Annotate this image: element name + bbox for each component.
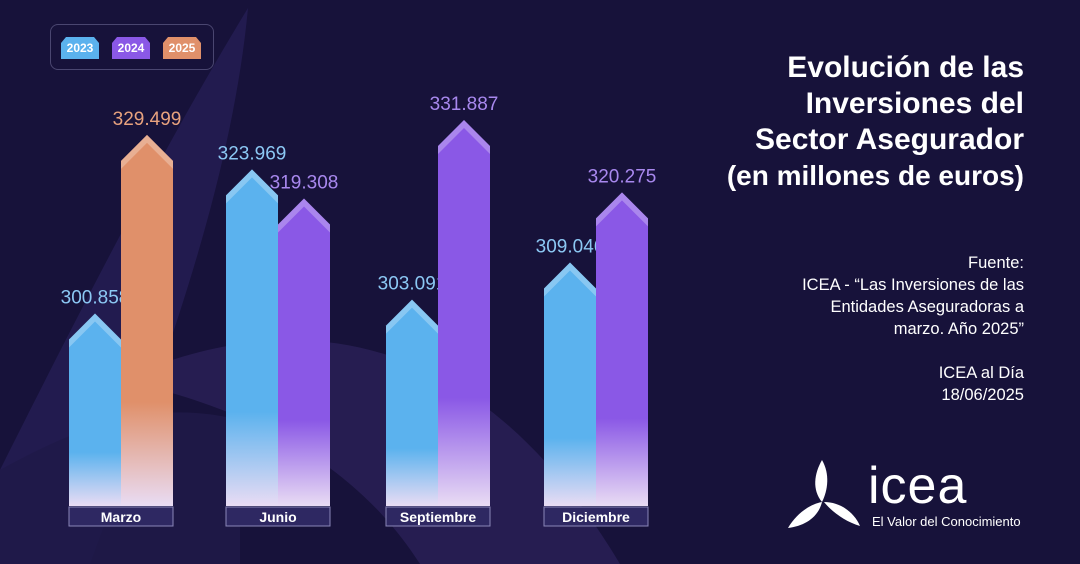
category-tab-diciembre <box>543 506 649 527</box>
legend-item-2025: 2025 <box>163 37 201 59</box>
legend-label-2025: 2025 <box>168 41 196 55</box>
chart-legend: 2023 2024 2025 <box>50 24 214 70</box>
category-label-diciembre: Diciembre <box>562 509 630 525</box>
value-label-septiembre-2024: 331.887 <box>430 94 499 115</box>
title-line-1: Evolución de las <box>787 51 1024 84</box>
bar-marzo-2025 <box>121 134 173 506</box>
source-label: Fuente: <box>968 254 1024 272</box>
source-line-1: ICEA - “Las Inversiones de las <box>802 276 1024 294</box>
category-label-junio: Junio <box>259 509 296 525</box>
icea-logo-tagline: El Valor del Conocimiento <box>872 514 1021 529</box>
icea-logo-icon <box>788 460 860 528</box>
value-label-diciembre-2023: 309.046 <box>536 236 605 257</box>
category-tab-marzo <box>68 506 174 527</box>
category-tab-septiembre <box>385 506 491 527</box>
source-publication: ICEA al Día <box>938 364 1024 382</box>
bar-junio-2023 <box>226 169 278 507</box>
legend-label-2023: 2023 <box>66 41 94 55</box>
bar-cap-junio-2023 <box>226 169 278 204</box>
legend-item-2024: 2024 <box>112 37 150 59</box>
source-note: Fuente: ICEA - “Las Inversiones de las E… <box>684 252 1024 406</box>
source-line-3: marzo. Año 2025” <box>893 320 1024 338</box>
bar-septiembre-2023 <box>386 299 438 506</box>
icea-logo: icea El Valor del Conocimiento <box>784 456 1044 536</box>
bar-cap-marzo-2023 <box>69 313 121 348</box>
bar-marzo-2023 <box>69 313 121 506</box>
category-label-marzo: Marzo <box>101 509 141 525</box>
bar-cap-septiembre-2024 <box>438 120 490 154</box>
source-date: 18/06/2025 <box>941 386 1024 404</box>
bar-chart: 300.858 329.499 Marzo 323.969 319.308 Junio 30… <box>61 94 657 527</box>
chart-title: Evolución de las Inversiones del Sector … <box>624 50 1024 194</box>
value-label-junio-2024: 319.308 <box>270 172 339 193</box>
icea-logo-wordmark: icea <box>868 457 968 515</box>
category-tab-junio <box>225 506 331 527</box>
value-label-septiembre-2023: 303.091 <box>378 274 447 295</box>
bar-junio-2024 <box>278 198 330 507</box>
bar-cap-diciembre-2024 <box>596 192 648 227</box>
value-label-junio-2023: 323.969 <box>218 143 287 164</box>
title-line-2: Inversiones del <box>805 87 1024 120</box>
bar-septiembre-2024 <box>438 120 490 506</box>
bar-cap-diciembre-2023 <box>544 262 596 297</box>
bar-cap-septiembre-2023 <box>386 299 438 334</box>
value-label-marzo-2023: 300.858 <box>61 288 130 309</box>
legend-label-2024: 2024 <box>117 41 145 55</box>
bar-diciembre-2024 <box>596 192 648 506</box>
bar-diciembre-2023 <box>544 262 596 506</box>
category-label-septiembre: Septiembre <box>400 509 476 525</box>
legend-item-2023: 2023 <box>61 37 99 59</box>
bar-cap-junio-2024 <box>278 198 330 233</box>
source-line-2: Entidades Aseguradoras a <box>830 298 1024 316</box>
title-units: (en millones de euros) <box>726 160 1024 191</box>
value-label-diciembre-2024: 320.275 <box>588 166 657 187</box>
value-label-marzo-2025: 329.499 <box>113 109 182 130</box>
title-line-3: Sector Asegurador <box>755 123 1024 156</box>
bar-cap-marzo-2025 <box>121 134 173 169</box>
